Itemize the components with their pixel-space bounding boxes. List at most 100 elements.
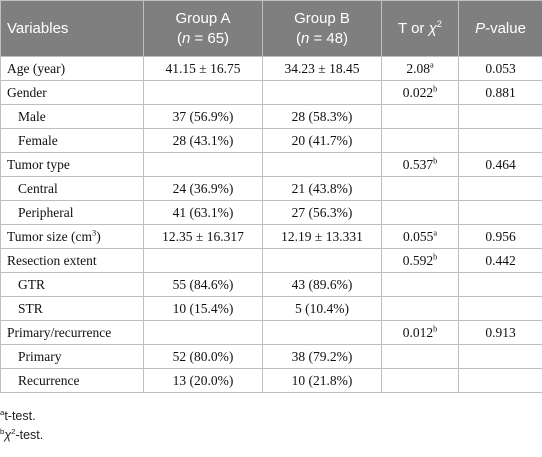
table-cell — [381, 272, 459, 297]
table-cell: 12.35 ± 16.317 — [143, 224, 263, 249]
text-run: 12.19 ± 13.331 — [281, 228, 363, 244]
table-cell: 0.012b — [381, 320, 459, 345]
text-run: Group A — [175, 9, 231, 27]
table-cell: 52 (80.0%) — [143, 344, 263, 369]
table-row: Tumor size (cm3) 12.35 ± 16.317 12.19 ± 13… — [0, 224, 542, 249]
text-run: 5 (10.4%) — [295, 300, 349, 316]
text-run: -value — [485, 19, 526, 37]
table-cell: GTR — [0, 272, 144, 297]
text-run: 41.15 ± 16.75 — [165, 60, 241, 76]
text-run: ( — [176, 29, 182, 47]
text-run: 0.012 — [402, 324, 434, 340]
table-cell — [262, 80, 382, 105]
table-cell: 0.592b — [381, 248, 459, 273]
table-row: Male 37 (56.9%) 28 (58.3%) — [0, 104, 542, 129]
footnote: at-test. — [0, 407, 542, 426]
table-cell: 5 (10.4%) — [262, 296, 382, 321]
table-cell: 27 (56.3%) — [262, 200, 382, 225]
table-cell: Tumor size (cm3) — [0, 224, 144, 249]
table-row: Age (year) 41.15 ± 16.75 34.23 ± 18.45 2.08… — [0, 56, 542, 81]
text-run: 0.592 — [402, 252, 434, 268]
table-cell — [262, 152, 382, 177]
text-run: 0.442 — [485, 252, 516, 268]
text-run: -test. — [15, 428, 44, 442]
table-cell: 13 (20.0%) — [143, 368, 263, 393]
table-cell: 28 (58.3%) — [262, 104, 382, 129]
table-cell: 0.442 — [458, 248, 542, 273]
text-run: n — [300, 29, 310, 47]
table-row: Primary/recurrence 0.012b 0.913 — [0, 320, 542, 345]
text-run: t-test. — [4, 409, 36, 423]
superscript: b — [433, 252, 438, 261]
text-run: χ — [4, 428, 12, 442]
text-run: 34.23 ± 18.45 — [284, 60, 360, 76]
table-cell: 21 (43.8%) — [262, 176, 382, 201]
table-row: Female 28 (43.1%) 20 (41.7%) — [0, 128, 542, 153]
table-cell: 37 (56.9%) — [143, 104, 263, 129]
table-cell: Peripheral — [0, 200, 144, 225]
table-cell — [381, 104, 459, 129]
table-cell — [381, 368, 459, 393]
header-cell: Variables — [0, 0, 144, 57]
header-line: (n = 48) — [269, 29, 375, 49]
header-row: Variables Group A (n = 65) Group B (n = 48) T… — [0, 0, 542, 57]
text-run: 24 (36.9%) — [172, 180, 234, 196]
text-run: 20 (41.7%) — [291, 132, 353, 148]
superscript: 2 — [436, 18, 442, 29]
text-run: 41 (63.1%) — [172, 204, 234, 220]
text-run: 10 (15.4%) — [172, 300, 234, 316]
table-cell: Resection extent — [0, 248, 144, 273]
table-row: GTR 55 (84.6%) 43 (89.6%) — [0, 272, 542, 297]
superscript: b — [433, 84, 438, 93]
table-cell: Recurrence — [0, 368, 144, 393]
text-run: Tumor size (cm — [7, 228, 92, 244]
text-run: = 48) — [309, 29, 349, 47]
table-cell: 0.464 — [458, 152, 542, 177]
table-cell: Primary — [0, 344, 144, 369]
table-cell: 2.08a — [381, 56, 459, 81]
text-run: 27 (56.3%) — [291, 204, 353, 220]
table-cell — [143, 320, 263, 345]
text-run: 0.881 — [485, 84, 516, 100]
text-run: Group B — [294, 9, 350, 27]
text-run: Male — [18, 108, 46, 124]
text-run: STR — [18, 300, 43, 316]
table-cell: 10 (21.8%) — [262, 368, 382, 393]
table-cell — [143, 152, 263, 177]
text-run: 0.913 — [485, 324, 516, 340]
text-run: Variables — [7, 19, 69, 37]
text-run: 21 (43.8%) — [291, 180, 353, 196]
table-cell: 12.19 ± 13.331 — [262, 224, 382, 249]
text-run: Primary/recurrence — [7, 324, 112, 340]
header-line: Variables — [7, 19, 137, 39]
footnote: bχ2-test. — [0, 426, 542, 445]
table-cell: 43 (89.6%) — [262, 272, 382, 297]
table-row: STR 10 (15.4%) 5 (10.4%) — [0, 296, 542, 321]
header-cell: P-value — [458, 0, 542, 57]
superscript: a — [0, 407, 5, 417]
table-cell — [381, 128, 459, 153]
table-cell: 55 (84.6%) — [143, 272, 263, 297]
text-run: Tumor type — [7, 156, 70, 172]
superscript: b — [0, 426, 5, 436]
table-cell: 0.055a — [381, 224, 459, 249]
table-cell — [143, 80, 263, 105]
header-cell: Group A (n = 65) — [143, 0, 263, 57]
header-line: T or χ2 — [388, 19, 452, 39]
table-body: Age (year) 41.15 ± 16.75 34.23 ± 18.45 2.08… — [0, 56, 542, 393]
table-cell: 0.956 — [458, 224, 542, 249]
superscript: b — [433, 324, 438, 333]
table-cell: Age (year) — [0, 56, 144, 81]
text-run: Resection extent — [7, 252, 97, 268]
superscript: 2 — [11, 426, 16, 436]
text-run: 52 (80.0%) — [172, 348, 234, 364]
table-cell — [458, 296, 542, 321]
table-cell: 0.022b — [381, 80, 459, 105]
table-cell: 0.053 — [458, 56, 542, 81]
text-run: Female — [18, 132, 58, 148]
table-cell: 20 (41.7%) — [262, 128, 382, 153]
table-cell: 0.913 — [458, 320, 542, 345]
header-line: P-value — [465, 19, 536, 39]
table-cell — [381, 344, 459, 369]
